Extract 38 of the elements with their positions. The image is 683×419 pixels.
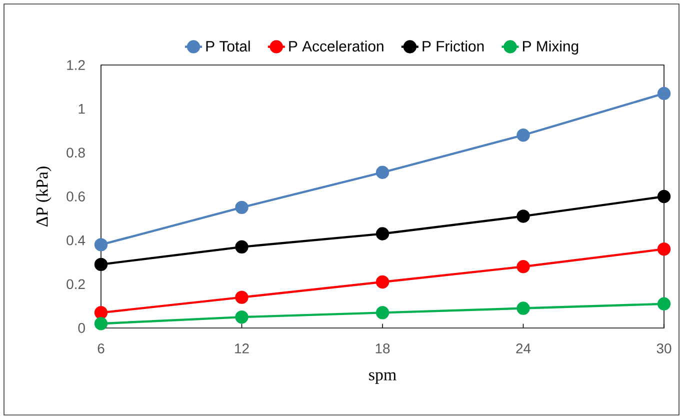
point <box>657 242 671 256</box>
y-tick-label: 1 <box>78 104 85 114</box>
point <box>516 260 530 274</box>
point <box>235 200 248 214</box>
legend-label: P Mixing <box>523 40 578 55</box>
point <box>235 240 248 254</box>
point <box>94 258 108 272</box>
x-tick-label: 18 <box>376 344 390 354</box>
point <box>94 238 108 252</box>
point <box>376 275 390 289</box>
point <box>376 227 390 240</box>
y-tick-label: 1.2 <box>67 60 85 70</box>
point <box>516 128 530 142</box>
x-tick-label: 12 <box>235 344 249 354</box>
y-tick-label: 0.4 <box>66 235 86 246</box>
x-tick-label: 24 <box>516 344 531 354</box>
x-tick-label: 30 <box>656 344 672 354</box>
legend-label: P Acceleration <box>289 40 384 52</box>
point <box>376 166 390 179</box>
point <box>235 290 248 304</box>
point <box>657 297 671 310</box>
point <box>376 306 390 320</box>
y-tick-label: 0.2 <box>66 279 85 290</box>
point <box>94 317 108 330</box>
y-tick-label: 0 <box>78 323 85 333</box>
point <box>235 310 248 324</box>
point <box>516 302 530 315</box>
y-tick-label: 0.8 <box>66 148 85 158</box>
x-tick-label: 6 <box>98 344 104 354</box>
point <box>516 210 530 223</box>
y-tick-label: 0.6 <box>66 192 85 202</box>
y-axis-title: ΔP (kPa) <box>36 166 52 226</box>
legend-label: P Total <box>206 40 250 52</box>
x-axis-title: spm <box>369 372 396 384</box>
point <box>657 190 671 204</box>
point <box>657 86 671 100</box>
legend-label: P Friction <box>422 40 484 52</box>
point <box>94 306 108 320</box>
